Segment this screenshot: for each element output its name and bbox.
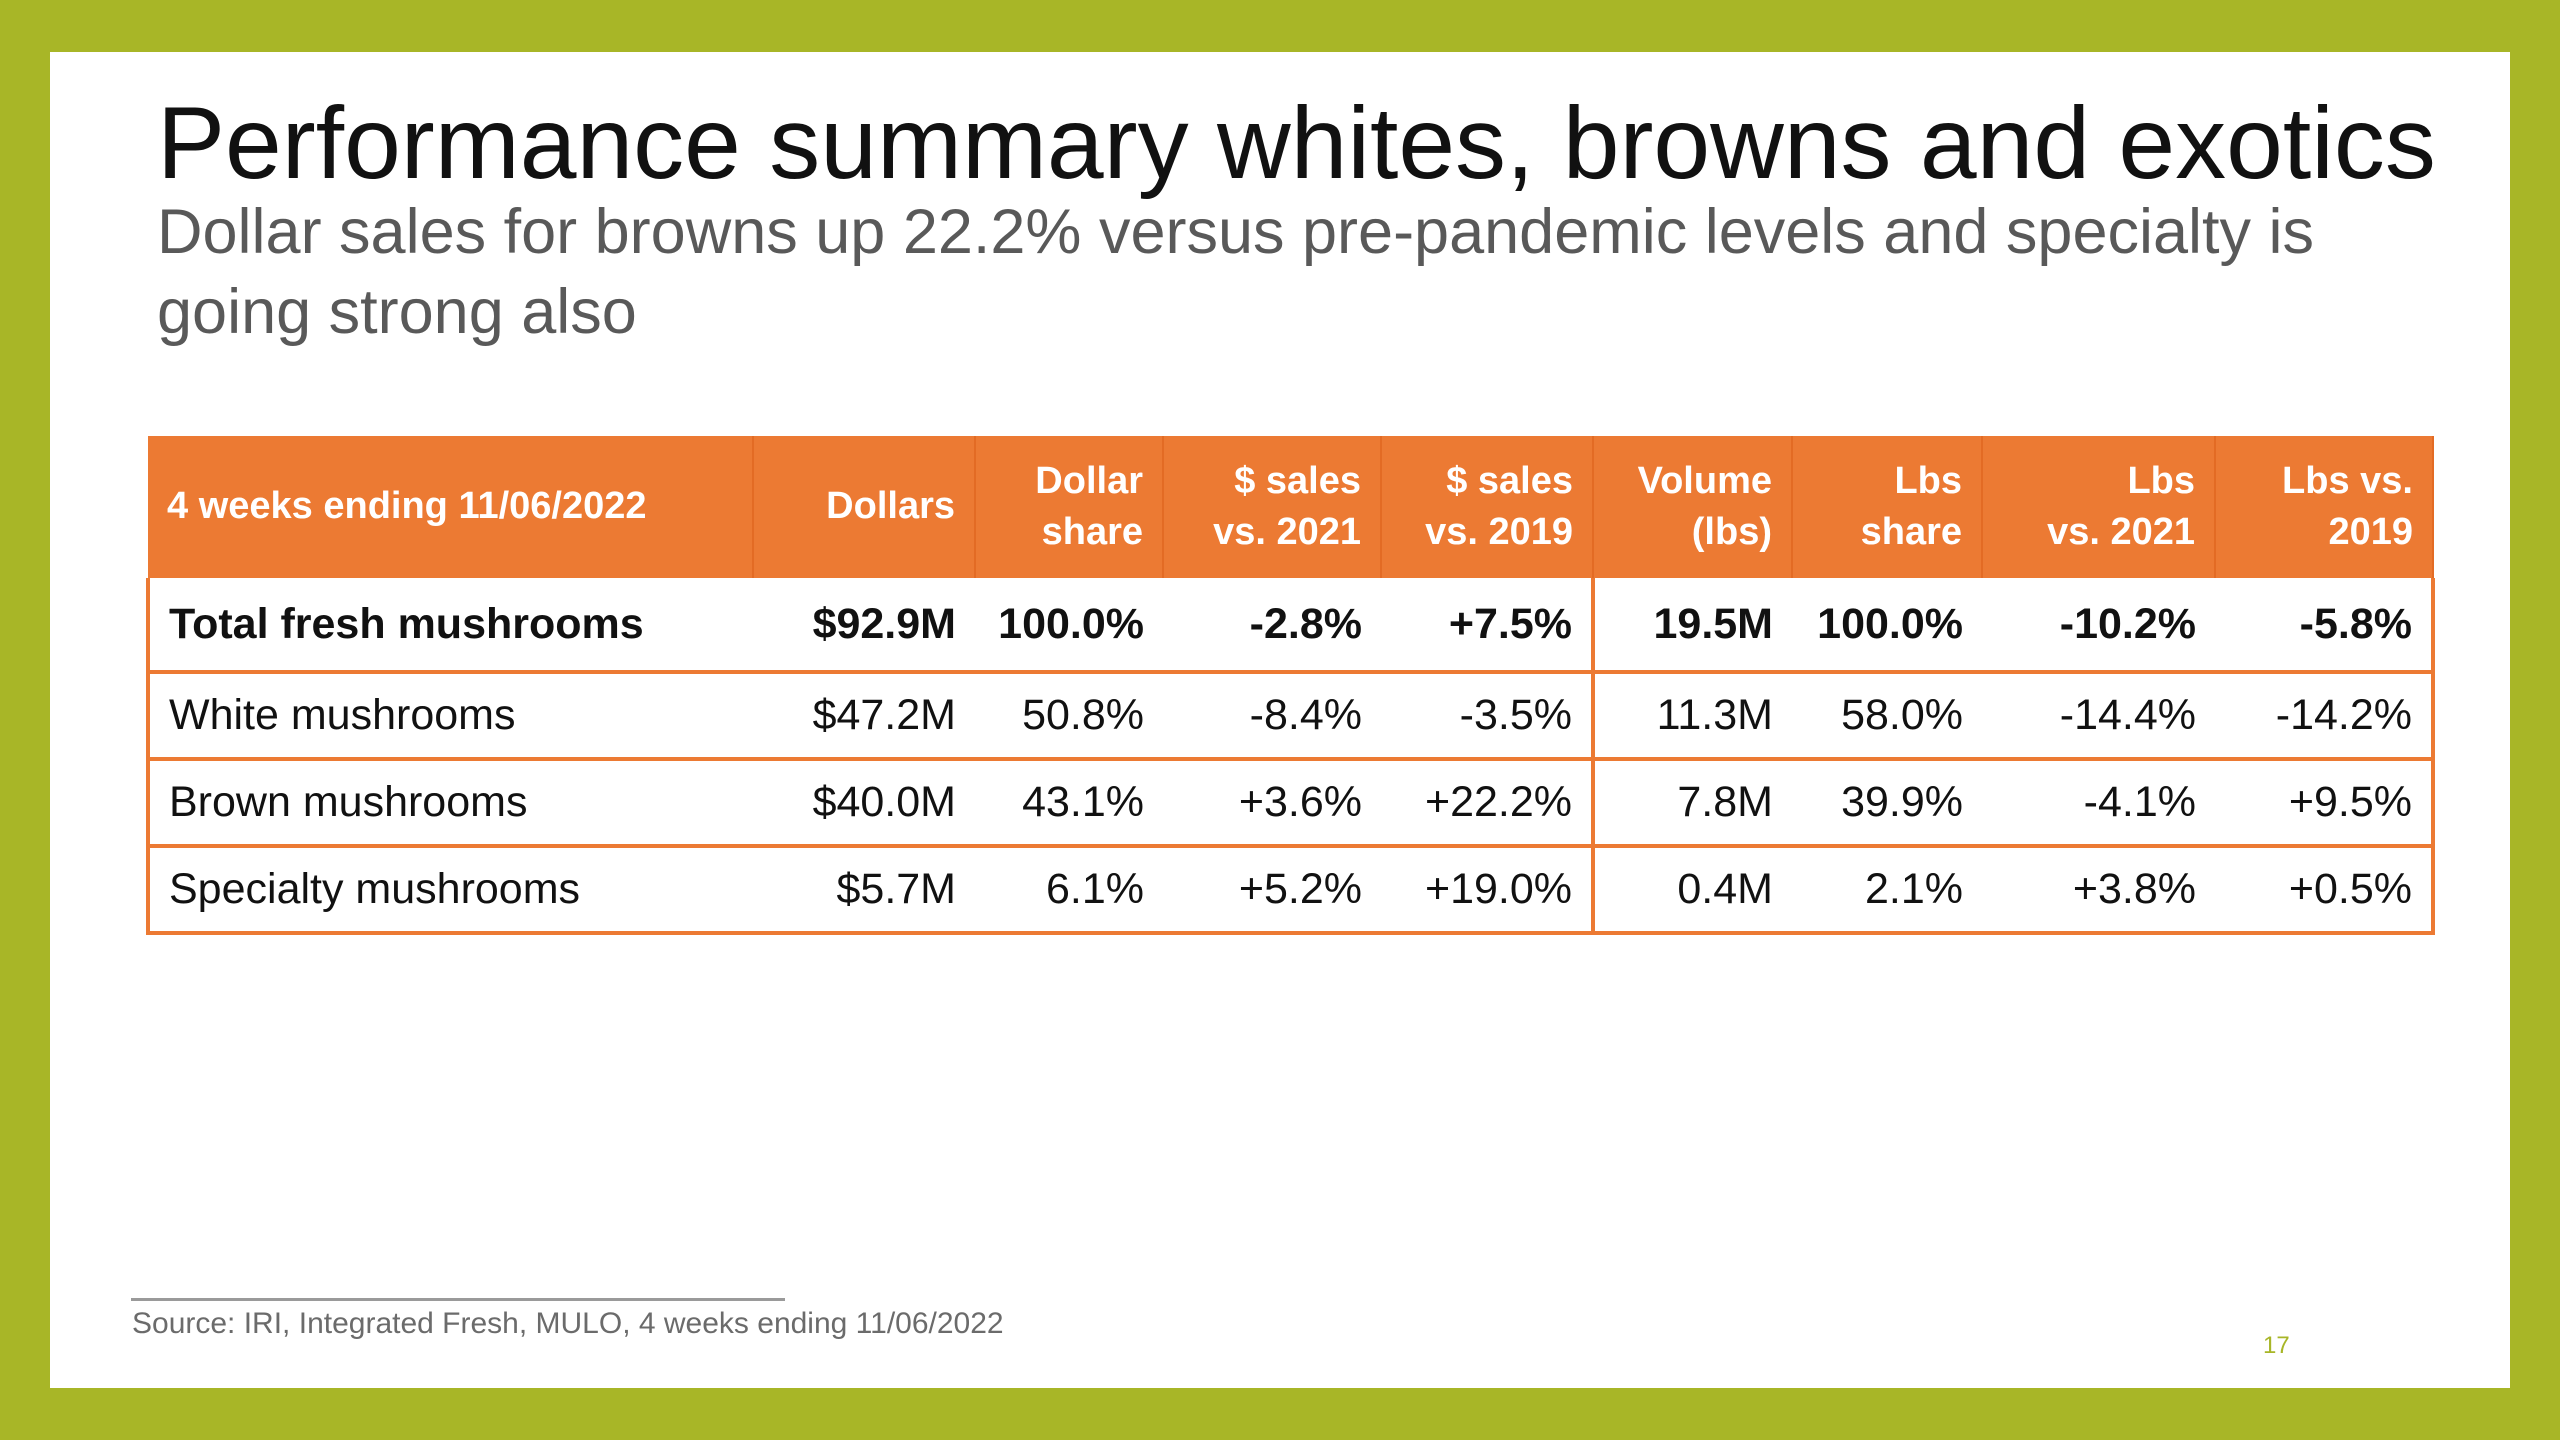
performance-table: 4 weeks ending 11/06/2022 Dollars Dollar… — [146, 436, 2435, 935]
cell-dollar-share: 50.8% — [975, 672, 1163, 761]
table-header-row: 4 weeks ending 11/06/2022 Dollars Dollar… — [148, 436, 2434, 578]
header-volume-label: Volume (lbs) — [1637, 459, 1772, 553]
cell-dollars: $47.2M — [753, 672, 975, 761]
header-period-label: 4 weeks ending 11/06/2022 — [167, 485, 647, 528]
cell-dollars: $40.0M — [753, 759, 975, 848]
cell-lbs-share: 2.1% — [1792, 846, 1982, 935]
cell-lbs-vs-2019: +0.5% — [2215, 846, 2435, 935]
slide-title: Performance summary whites, browns and e… — [157, 86, 2436, 200]
header-volume: Volume (lbs) — [1593, 436, 1793, 578]
header-lbs-vs-2019-label: Lbs vs. 2019 — [2282, 459, 2413, 553]
cell-lbs-vs-2021: -14.4% — [1982, 672, 2215, 761]
cell-lbs-share: 58.0% — [1792, 672, 1982, 761]
source-note: Source: IRI, Integrated Fresh, MULO, 4 w… — [132, 1307, 1004, 1340]
cell-lbs-vs-2021: -4.1% — [1982, 759, 2215, 848]
header-sales-vs-2019-label: $ sales vs. 2019 — [1425, 459, 1573, 553]
header-sales-vs-2019: $ sales vs. 2019 — [1381, 436, 1594, 578]
header-lbs-vs-2019: Lbs vs. 2019 — [2215, 436, 2434, 578]
cell-volume: 7.8M — [1593, 759, 1792, 848]
cell-dollars: $5.7M — [753, 846, 975, 935]
cell-dollars: $92.9M — [753, 578, 975, 674]
header-lbs-share-label: Lbs share — [1860, 459, 1962, 553]
cell-lbs-share: 100.0% — [1792, 578, 1982, 674]
row-label: Total fresh mushrooms — [146, 578, 753, 674]
cell-volume: 11.3M — [1593, 672, 1792, 761]
cell-dollar-share: 43.1% — [975, 759, 1163, 848]
header-sales-vs-2021-label: $ sales vs. 2021 — [1213, 459, 1361, 553]
header-dollars-label: Dollars — [826, 485, 955, 528]
cell-sales-vs-2019: +19.0% — [1381, 846, 1595, 935]
header-dollar-share: Dollar share — [975, 436, 1164, 578]
source-divider — [131, 1298, 785, 1301]
cell-volume: 0.4M — [1593, 846, 1792, 935]
header-period: 4 weeks ending 11/06/2022 — [148, 436, 754, 578]
header-sales-vs-2021: $ sales vs. 2021 — [1163, 436, 1382, 578]
cell-volume: 19.5M — [1593, 578, 1792, 674]
cell-sales-vs-2019: -3.5% — [1381, 672, 1595, 761]
row-label: White mushrooms — [146, 672, 753, 761]
cell-sales-vs-2019: +7.5% — [1381, 578, 1595, 674]
row-label: Specialty mushrooms — [146, 846, 753, 935]
cell-lbs-vs-2019: +9.5% — [2215, 759, 2435, 848]
cell-lbs-vs-2019: -14.2% — [2215, 672, 2435, 761]
cell-lbs-vs-2021: +3.8% — [1982, 846, 2215, 935]
row-label: Brown mushrooms — [146, 759, 753, 848]
cell-dollar-share: 6.1% — [975, 846, 1163, 935]
cell-dollar-share: 100.0% — [975, 578, 1163, 674]
cell-sales-vs-2021: -2.8% — [1163, 578, 1381, 674]
header-lbs-share: Lbs share — [1792, 436, 1983, 578]
header-dollar-share-label: Dollar share — [1035, 459, 1143, 553]
table-row: Brown mushrooms $40.0M 43.1% +3.6% +22.2… — [146, 759, 2435, 848]
header-lbs-vs-2021-label: Lbs vs. 2021 — [2047, 459, 2195, 553]
table-row: Total fresh mushrooms $92.9M 100.0% -2.8… — [146, 578, 2435, 674]
header-dollars: Dollars — [753, 436, 976, 578]
page-number: 17 — [2263, 1332, 2290, 1359]
slide: Performance summary whites, browns and e… — [50, 52, 2510, 1388]
cell-sales-vs-2019: +22.2% — [1381, 759, 1595, 848]
table-row: White mushrooms $47.2M 50.8% -8.4% -3.5%… — [146, 672, 2435, 761]
cell-sales-vs-2021: +3.6% — [1163, 759, 1381, 848]
cell-lbs-share: 39.9% — [1792, 759, 1982, 848]
cell-lbs-vs-2021: -10.2% — [1982, 578, 2215, 674]
header-lbs-vs-2021: Lbs vs. 2021 — [1982, 436, 2216, 578]
cell-sales-vs-2021: -8.4% — [1163, 672, 1381, 761]
cell-lbs-vs-2019: -5.8% — [2215, 578, 2435, 674]
table-row: Specialty mushrooms $5.7M 6.1% +5.2% +19… — [146, 846, 2435, 935]
slide-subtitle: Dollar sales for browns up 22.2% versus … — [157, 197, 2315, 347]
cell-sales-vs-2021: +5.2% — [1163, 846, 1381, 935]
